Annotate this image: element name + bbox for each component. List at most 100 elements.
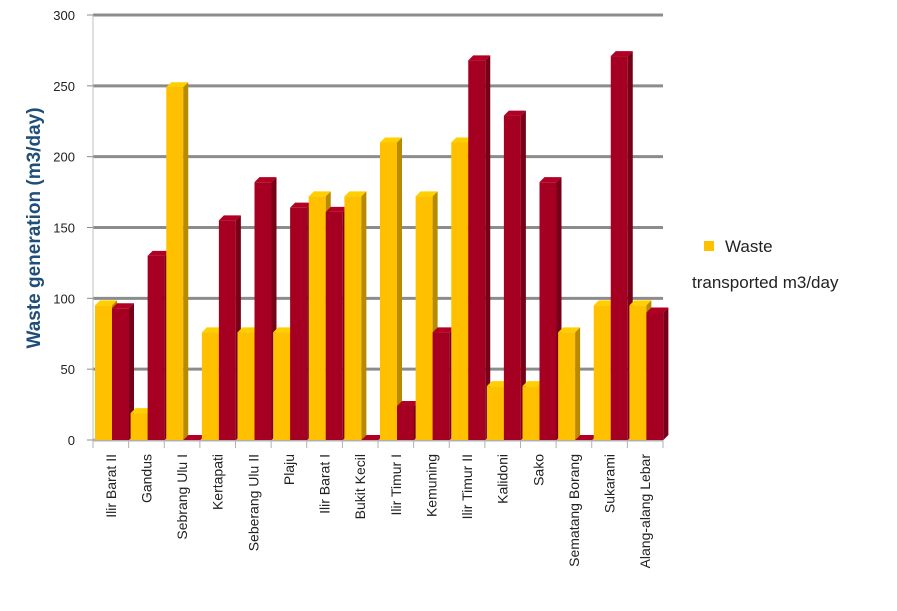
bar [503,110,526,440]
bar-front [432,332,450,440]
bar [380,137,402,440]
bar-top [290,202,313,208]
bar-top [451,137,474,143]
y-axis-label: Waste generation (m3/day) [24,107,45,348]
bar-front [486,386,504,440]
x-category-label: Bukit Kecil [352,454,368,519]
y-tick-label: 250 [53,79,75,94]
bar-top [183,435,206,440]
bar-top [325,206,348,212]
x-category-label: Sematang Borang [566,454,582,567]
bar-front [380,142,397,440]
bar-top [432,327,455,333]
bar-front [646,312,664,440]
legend-swatch [704,241,714,251]
bar-front [610,56,628,440]
bar-front [468,60,486,440]
bar-front [397,406,414,440]
bar-front [593,305,611,440]
y-tick-label: 50 [61,362,75,377]
x-category-label: Sebrang Ulu I [174,454,190,540]
bar-top [610,51,633,57]
bar [646,307,669,440]
bar-top [646,307,669,313]
x-category-label: Alang-alang Lebar [637,454,653,569]
x-category-label: Ilir Timur I [388,454,404,515]
bar-front [130,413,148,440]
bar-side [663,307,669,440]
bar-top [361,435,384,440]
bar-top [468,55,491,61]
bar-top [308,191,331,197]
bar-side [397,137,402,440]
x-category-label: Plaju [281,454,297,485]
bar [575,435,598,440]
bar-top [522,381,545,387]
bar [218,215,241,440]
bar-top [201,327,224,333]
bar-top [415,191,438,197]
y-tick-label: 0 [68,433,75,448]
bar-top [95,300,117,306]
x-category-label: Kemuning [423,454,439,517]
bar-top [147,250,170,256]
bar-front [558,332,576,440]
y-tick-label: 150 [53,221,75,236]
bar [468,55,491,440]
bar-side [485,55,491,440]
x-category-label: Kalidoni [495,454,511,504]
bar-top [254,177,277,183]
bar-front [308,196,326,440]
y-tick-label: 100 [53,291,75,306]
y-tick-label: 300 [53,8,75,23]
bar [166,82,189,440]
bar-side [129,303,134,440]
bar-side [575,327,581,440]
x-category-label: Gandus [138,454,154,503]
x-category-label: Ilir Timur II [459,454,475,519]
bar-top [503,110,526,116]
bar-side [361,191,367,440]
bar-top [629,300,652,306]
bar-side [520,110,526,440]
bar-front [95,305,112,440]
bar-front [539,182,557,440]
bar-top [558,327,581,333]
bar-front [147,255,165,440]
bar-top [344,191,367,197]
bar-top [575,435,598,440]
bar-top [380,137,402,143]
bars [95,51,669,440]
bar-front [629,305,647,440]
bar-top [237,327,260,333]
bar-front [237,332,255,440]
bar-front [325,211,343,440]
bar-top [166,82,189,88]
bar-front [166,87,184,440]
bar-top [593,300,616,306]
legend-label-line2: transported m3/day [692,273,839,292]
y-tick-labels: 0 50 100 150 200 250 300 [53,8,75,448]
x-category-label: Kertapati [210,454,226,510]
bar-top [273,327,296,333]
x-category-labels: Ilir Barat II Gandus Sebrang Ulu I Kertapat… [103,454,653,569]
bar [558,327,581,440]
bar-top [112,303,134,309]
bar-front [201,332,219,440]
x-category-label: Seberang Ulu II [245,454,261,551]
legend: Waste transported m3/day [692,237,839,292]
legend-label-line1: Waste [725,237,773,256]
bar-top [539,177,562,183]
x-category-label: Sukarami [602,454,618,513]
y-tick-label: 200 [53,150,75,165]
bar-front [254,182,272,440]
bar-side [183,82,189,440]
bar-front [112,308,129,440]
bar-front [503,115,521,440]
bar [112,303,134,440]
x-category-label: Ilir Barat I [317,454,333,514]
x-category-label: Sako [530,454,546,486]
bar-front [218,220,236,440]
bar [344,191,367,440]
